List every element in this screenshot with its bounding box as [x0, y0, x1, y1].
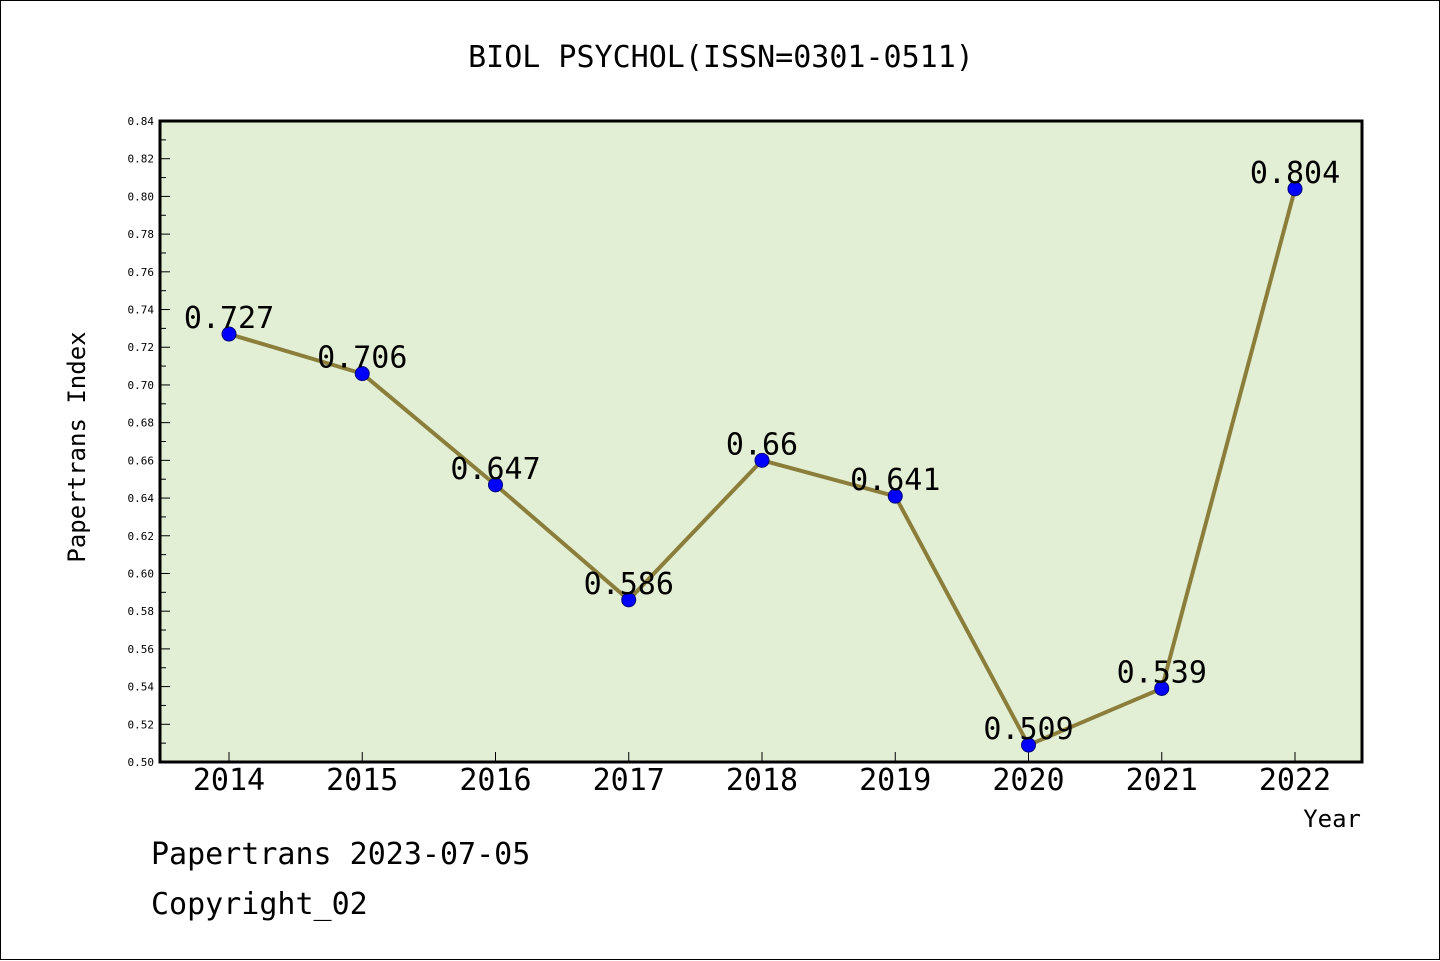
data-point	[887, 488, 903, 504]
chart-title: BIOL PSYCHOL(ISSN=0301-0511)	[468, 40, 974, 75]
x-axis-label: Year	[1303, 805, 1361, 833]
x-axis: 2014 2015 2016 2017 2018 2019 2020 2021 2022	[193, 752, 1331, 798]
data-labels: 0.727 0.706 0.647 0.586 0.66 0.641 0.509 0.539 0…	[184, 156, 1340, 747]
data-point	[1021, 737, 1036, 753]
data-series	[221, 181, 1303, 753]
y-tick-label: 0.54	[128, 681, 155, 694]
y-tick-label: 0.66	[128, 454, 155, 467]
x-tick-label: 2014	[193, 763, 265, 798]
y-tick-label: 0.70	[128, 379, 155, 392]
footer-copyright: Copyright_02	[151, 887, 368, 922]
y-tick-label: 0.72	[128, 341, 155, 354]
y-tick-label: 0.82	[128, 153, 155, 166]
y-tick-label: 0.60	[128, 567, 155, 580]
x-tick-label: 2018	[726, 763, 798, 798]
plot-area	[158, 119, 1364, 764]
data-label: 0.641	[850, 463, 940, 498]
y-tick-label: 0.50	[128, 756, 155, 769]
x-tick-label: 2021	[1126, 763, 1198, 798]
y-tick-label: 0.68	[128, 417, 155, 430]
y-tick-label: 0.78	[128, 228, 155, 241]
data-point	[754, 452, 770, 468]
data-label: 0.509	[983, 712, 1073, 747]
y-tick-label: 0.62	[128, 530, 155, 543]
y-axis: 0.50 0.52 0.54 0.56 0.58 0.60 0.62 0.64 0.66 0.68…	[128, 115, 170, 769]
x-tick-label: 2016	[459, 763, 531, 798]
x-tick-label: 2019	[859, 763, 931, 798]
data-point	[221, 326, 237, 342]
x-tick-label: 2017	[593, 763, 665, 798]
y-tick-label: 0.80	[128, 190, 155, 203]
data-label: 0.706	[317, 341, 407, 376]
data-point	[1287, 181, 1303, 197]
data-label: 0.727	[184, 301, 274, 336]
data-label: 0.539	[1117, 655, 1207, 690]
data-label: 0.647	[450, 452, 540, 487]
data-point	[488, 477, 503, 493]
data-point	[354, 366, 370, 382]
y-tick-label: 0.52	[128, 718, 155, 731]
data-label: 0.66	[726, 427, 798, 462]
data-point	[1154, 680, 1170, 696]
y-tick-label: 0.64	[128, 492, 155, 505]
y-tick-label: 0.74	[128, 304, 155, 317]
data-label: 0.586	[584, 567, 674, 602]
y-tick-label: 0.76	[128, 266, 155, 279]
x-tick-label: 2020	[992, 763, 1064, 798]
y-tick-label: 0.84	[128, 115, 155, 128]
x-tick-label: 2015	[326, 763, 398, 798]
y-tick-label: 0.56	[128, 643, 155, 656]
x-tick-label: 2022	[1259, 763, 1331, 798]
y-tick-label: 0.58	[128, 605, 155, 618]
footer-date: Papertrans 2023-07-05	[151, 837, 531, 872]
data-label: 0.804	[1250, 156, 1340, 191]
data-point	[621, 592, 637, 608]
y-axis-label: Papertrans Index	[63, 331, 91, 562]
